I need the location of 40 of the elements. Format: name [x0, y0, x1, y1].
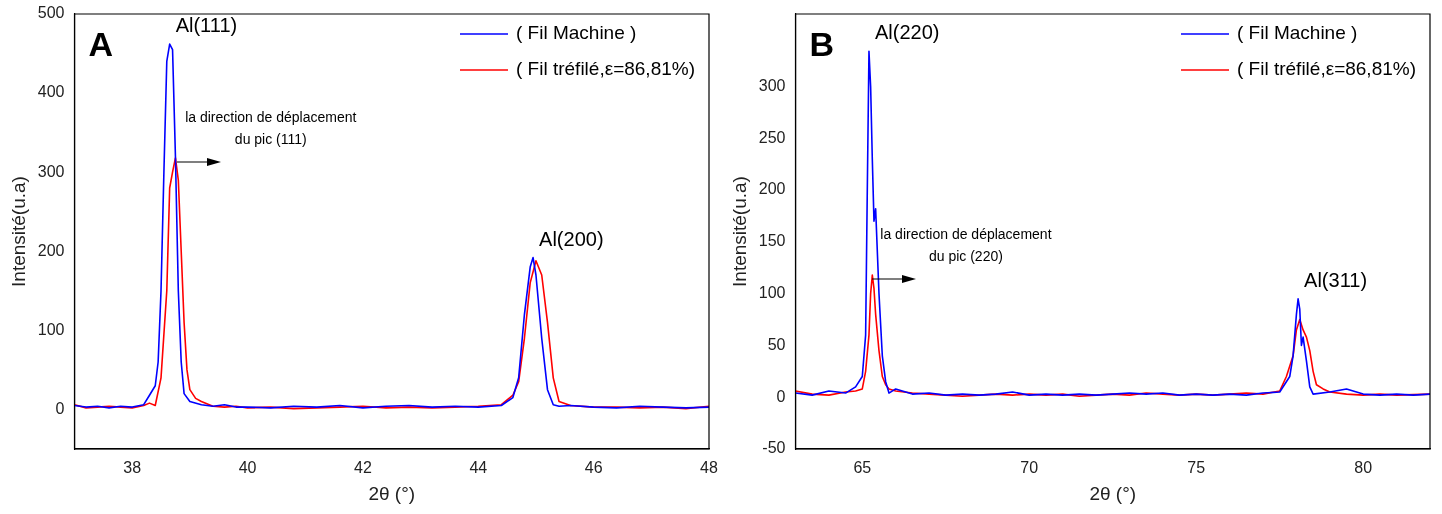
- annotation: la direction de déplacement du pic (220): [880, 226, 1052, 264]
- y-tick-label: 300: [37, 162, 65, 180]
- y-tick-label: 250: [758, 128, 786, 146]
- x-tick-label: 46: [584, 459, 603, 477]
- y-tick-label: 200: [758, 180, 786, 198]
- legend-label: ( Fil Machine ): [515, 22, 637, 44]
- annotation: Al(311): [1304, 268, 1368, 291]
- y-tick-label: 150: [758, 232, 786, 250]
- x-tick-label: 38: [123, 459, 142, 477]
- x-axis-title: 2θ (°): [1089, 482, 1137, 504]
- annotation: la direction de déplacement du pic (111): [185, 108, 357, 147]
- x-tick-label: 80: [1354, 459, 1373, 477]
- y-tick-label: 100: [37, 320, 65, 338]
- legend-label: ( Fil tréfilé,ε=86,81%): [515, 58, 696, 80]
- legend-label: ( Fil tréfilé,ε=86,81%): [1236, 58, 1417, 80]
- y-tick-label: -50: [762, 439, 786, 457]
- y-tick-label: 400: [37, 83, 65, 101]
- x-axis-title: 2θ (°): [368, 482, 416, 504]
- annotation: Al(111): [175, 14, 238, 37]
- y-tick-label: 50: [767, 335, 786, 353]
- x-tick-label: 70: [1020, 459, 1039, 477]
- y-axis-title: Intensité(u.a): [728, 176, 750, 287]
- y-tick-label: 500: [37, 4, 65, 22]
- x-tick-label: 42: [354, 459, 372, 477]
- x-tick-label: 65: [853, 459, 872, 477]
- y-tick-label: 300: [758, 76, 786, 94]
- chart-title: B: [809, 25, 835, 64]
- x-tick-label: 44: [469, 459, 488, 477]
- x-tick-label: 40: [238, 459, 257, 477]
- y-tick-label: 200: [37, 241, 65, 259]
- annotation: Al(220): [874, 21, 940, 44]
- x-tick-label: 48: [700, 459, 718, 477]
- annotation: Al(200): [539, 227, 604, 250]
- y-tick-label: 100: [758, 284, 786, 302]
- y-axis-title: Intensité(u.a): [7, 176, 29, 287]
- legend-label: ( Fil Machine ): [1236, 22, 1358, 44]
- y-tick-label: 0: [55, 399, 65, 417]
- y-tick-label: 0: [776, 387, 786, 405]
- x-tick-label: 75: [1187, 459, 1206, 477]
- chart-title: A: [88, 25, 114, 64]
